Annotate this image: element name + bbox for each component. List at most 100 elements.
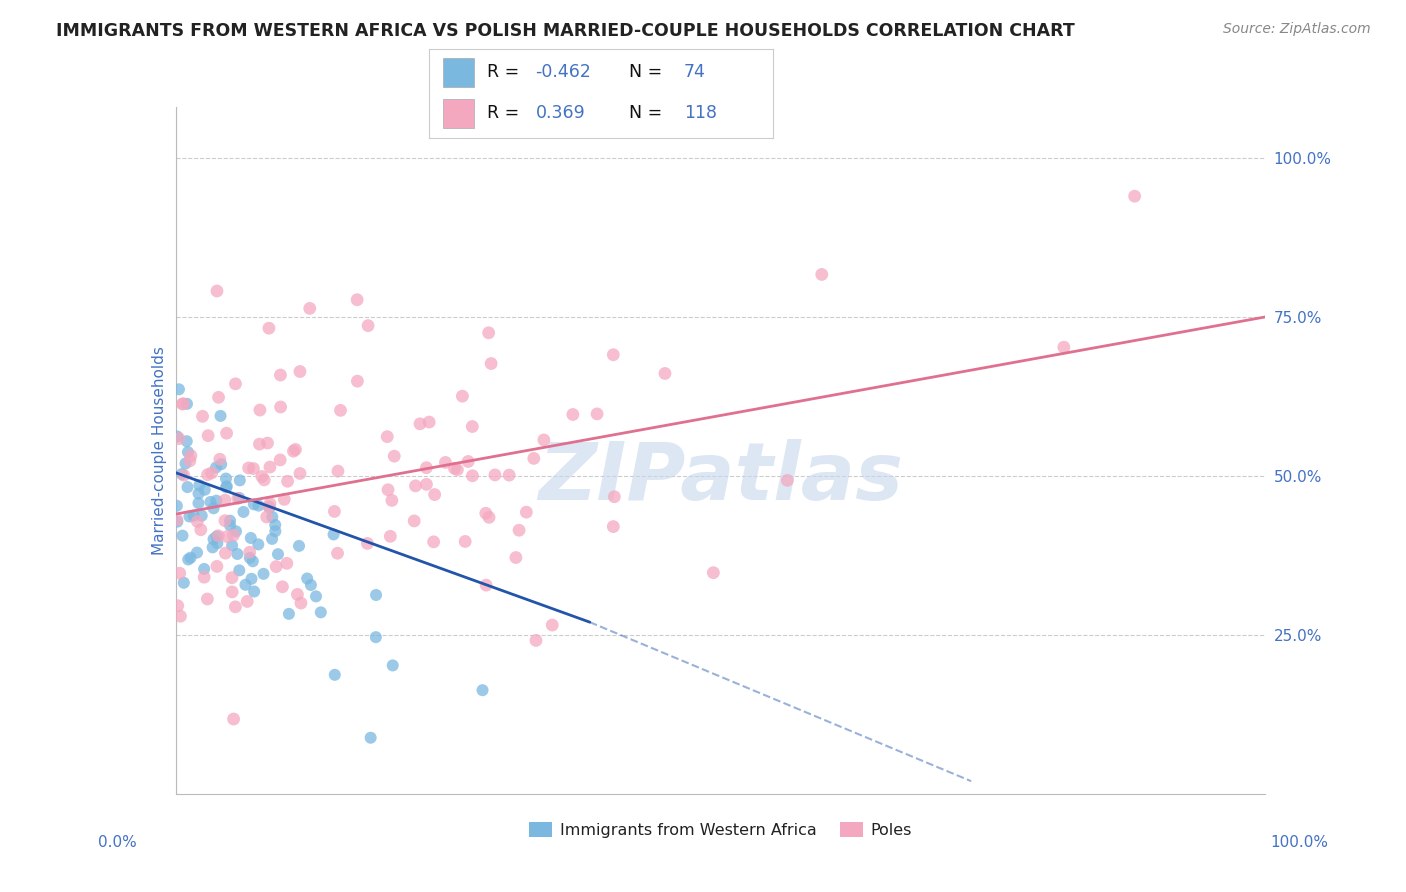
Point [264, 559, 287, 574]
Point [454, 534, 477, 549]
Text: 0.0%: 0.0% [98, 836, 138, 850]
Point [381, 658, 404, 673]
Point [478, 510, 501, 524]
Point [250, 469, 273, 483]
Text: Source: ZipAtlas.com: Source: ZipAtlas.com [1223, 22, 1371, 37]
Point [217, 530, 239, 544]
Point [193, 570, 215, 584]
Point [288, 467, 311, 481]
Point [205, 493, 228, 508]
Point [232, 505, 254, 519]
Point [243, 497, 266, 511]
Point [259, 500, 281, 515]
Point [377, 483, 399, 497]
Point [187, 496, 209, 510]
Point [418, 415, 440, 429]
Point [326, 546, 349, 560]
Point [346, 374, 368, 388]
Point [475, 578, 498, 592]
Point [166, 512, 188, 526]
Point [215, 480, 238, 494]
Point [229, 474, 252, 488]
Point [239, 550, 262, 565]
Point [381, 493, 404, 508]
Point [197, 428, 219, 442]
Point [205, 559, 228, 574]
Point [810, 268, 832, 282]
Point [247, 499, 270, 513]
Point [277, 475, 299, 489]
Point [174, 457, 197, 471]
Point [235, 578, 257, 592]
Point [305, 590, 328, 604]
Point [226, 491, 249, 506]
Point [415, 477, 437, 491]
Point [259, 460, 281, 475]
Point [186, 546, 208, 560]
Point [180, 449, 202, 463]
Point [167, 382, 190, 396]
Point [326, 464, 349, 478]
Point [205, 460, 228, 475]
Point [422, 534, 444, 549]
Point [515, 505, 537, 519]
Point [380, 529, 402, 543]
Point [202, 532, 225, 546]
Point [405, 479, 427, 493]
Point [346, 293, 368, 307]
Point [236, 594, 259, 608]
Point [357, 318, 380, 333]
Text: 118: 118 [683, 104, 717, 122]
Point [170, 467, 193, 481]
Point [602, 348, 624, 362]
Point [323, 668, 346, 682]
Point [360, 731, 382, 745]
Point [173, 468, 195, 483]
Point [166, 429, 188, 443]
Point [207, 390, 229, 404]
Text: N =: N = [628, 63, 668, 81]
Point [173, 575, 195, 590]
Point [271, 580, 294, 594]
Point [176, 434, 198, 449]
Point [541, 618, 564, 632]
Point [179, 509, 201, 524]
Point [508, 523, 530, 537]
Point [295, 572, 318, 586]
Point [533, 433, 555, 447]
Point [243, 584, 266, 599]
Point [479, 357, 502, 371]
Point [172, 528, 194, 542]
Point [298, 301, 321, 316]
Point [221, 585, 243, 599]
Point [179, 453, 201, 467]
Point [169, 609, 191, 624]
Point [201, 466, 224, 480]
Point [269, 453, 291, 467]
Point [323, 504, 346, 518]
FancyBboxPatch shape [443, 58, 474, 87]
Point [409, 417, 432, 431]
Point [195, 592, 218, 607]
Point [180, 550, 202, 565]
Point [187, 486, 209, 500]
Point [214, 514, 236, 528]
Point [523, 451, 546, 466]
Point [461, 468, 484, 483]
Point [702, 566, 724, 580]
Point [222, 712, 245, 726]
Point [322, 527, 344, 541]
Point [259, 497, 281, 511]
Point [586, 407, 609, 421]
Legend: Immigrants from Western Africa, Poles: Immigrants from Western Africa, Poles [523, 815, 918, 844]
Point [776, 474, 799, 488]
Point [524, 633, 547, 648]
Point [267, 547, 290, 561]
Point [290, 596, 312, 610]
Point [264, 518, 287, 533]
Point [202, 501, 225, 516]
Text: ZIPatlas: ZIPatlas [538, 439, 903, 517]
Point [249, 437, 271, 451]
Point [209, 457, 232, 471]
Point [205, 284, 228, 298]
